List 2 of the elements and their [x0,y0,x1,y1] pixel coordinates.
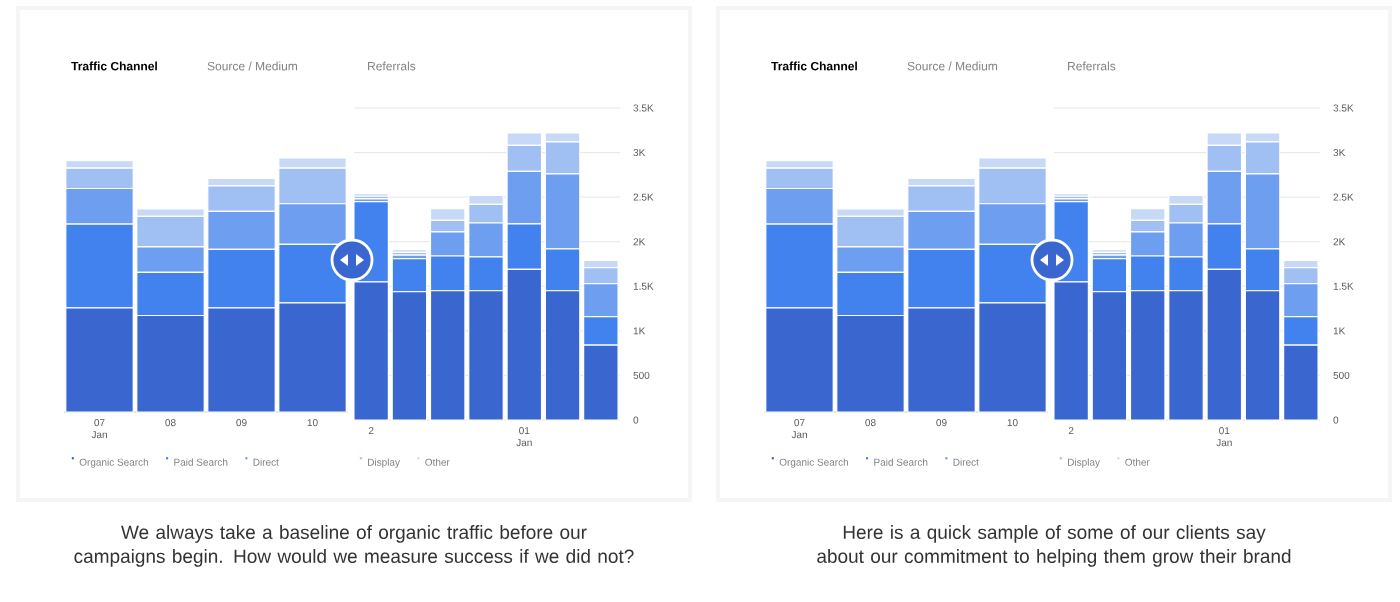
text: Here is a quick sample of some of our clients say about our commitment to helping them grow their brand [817,525,1291,567]
text: We always take a baseline of organic traffic before our campaigns begin. How would we measure success if we did not? [74,525,634,567]
